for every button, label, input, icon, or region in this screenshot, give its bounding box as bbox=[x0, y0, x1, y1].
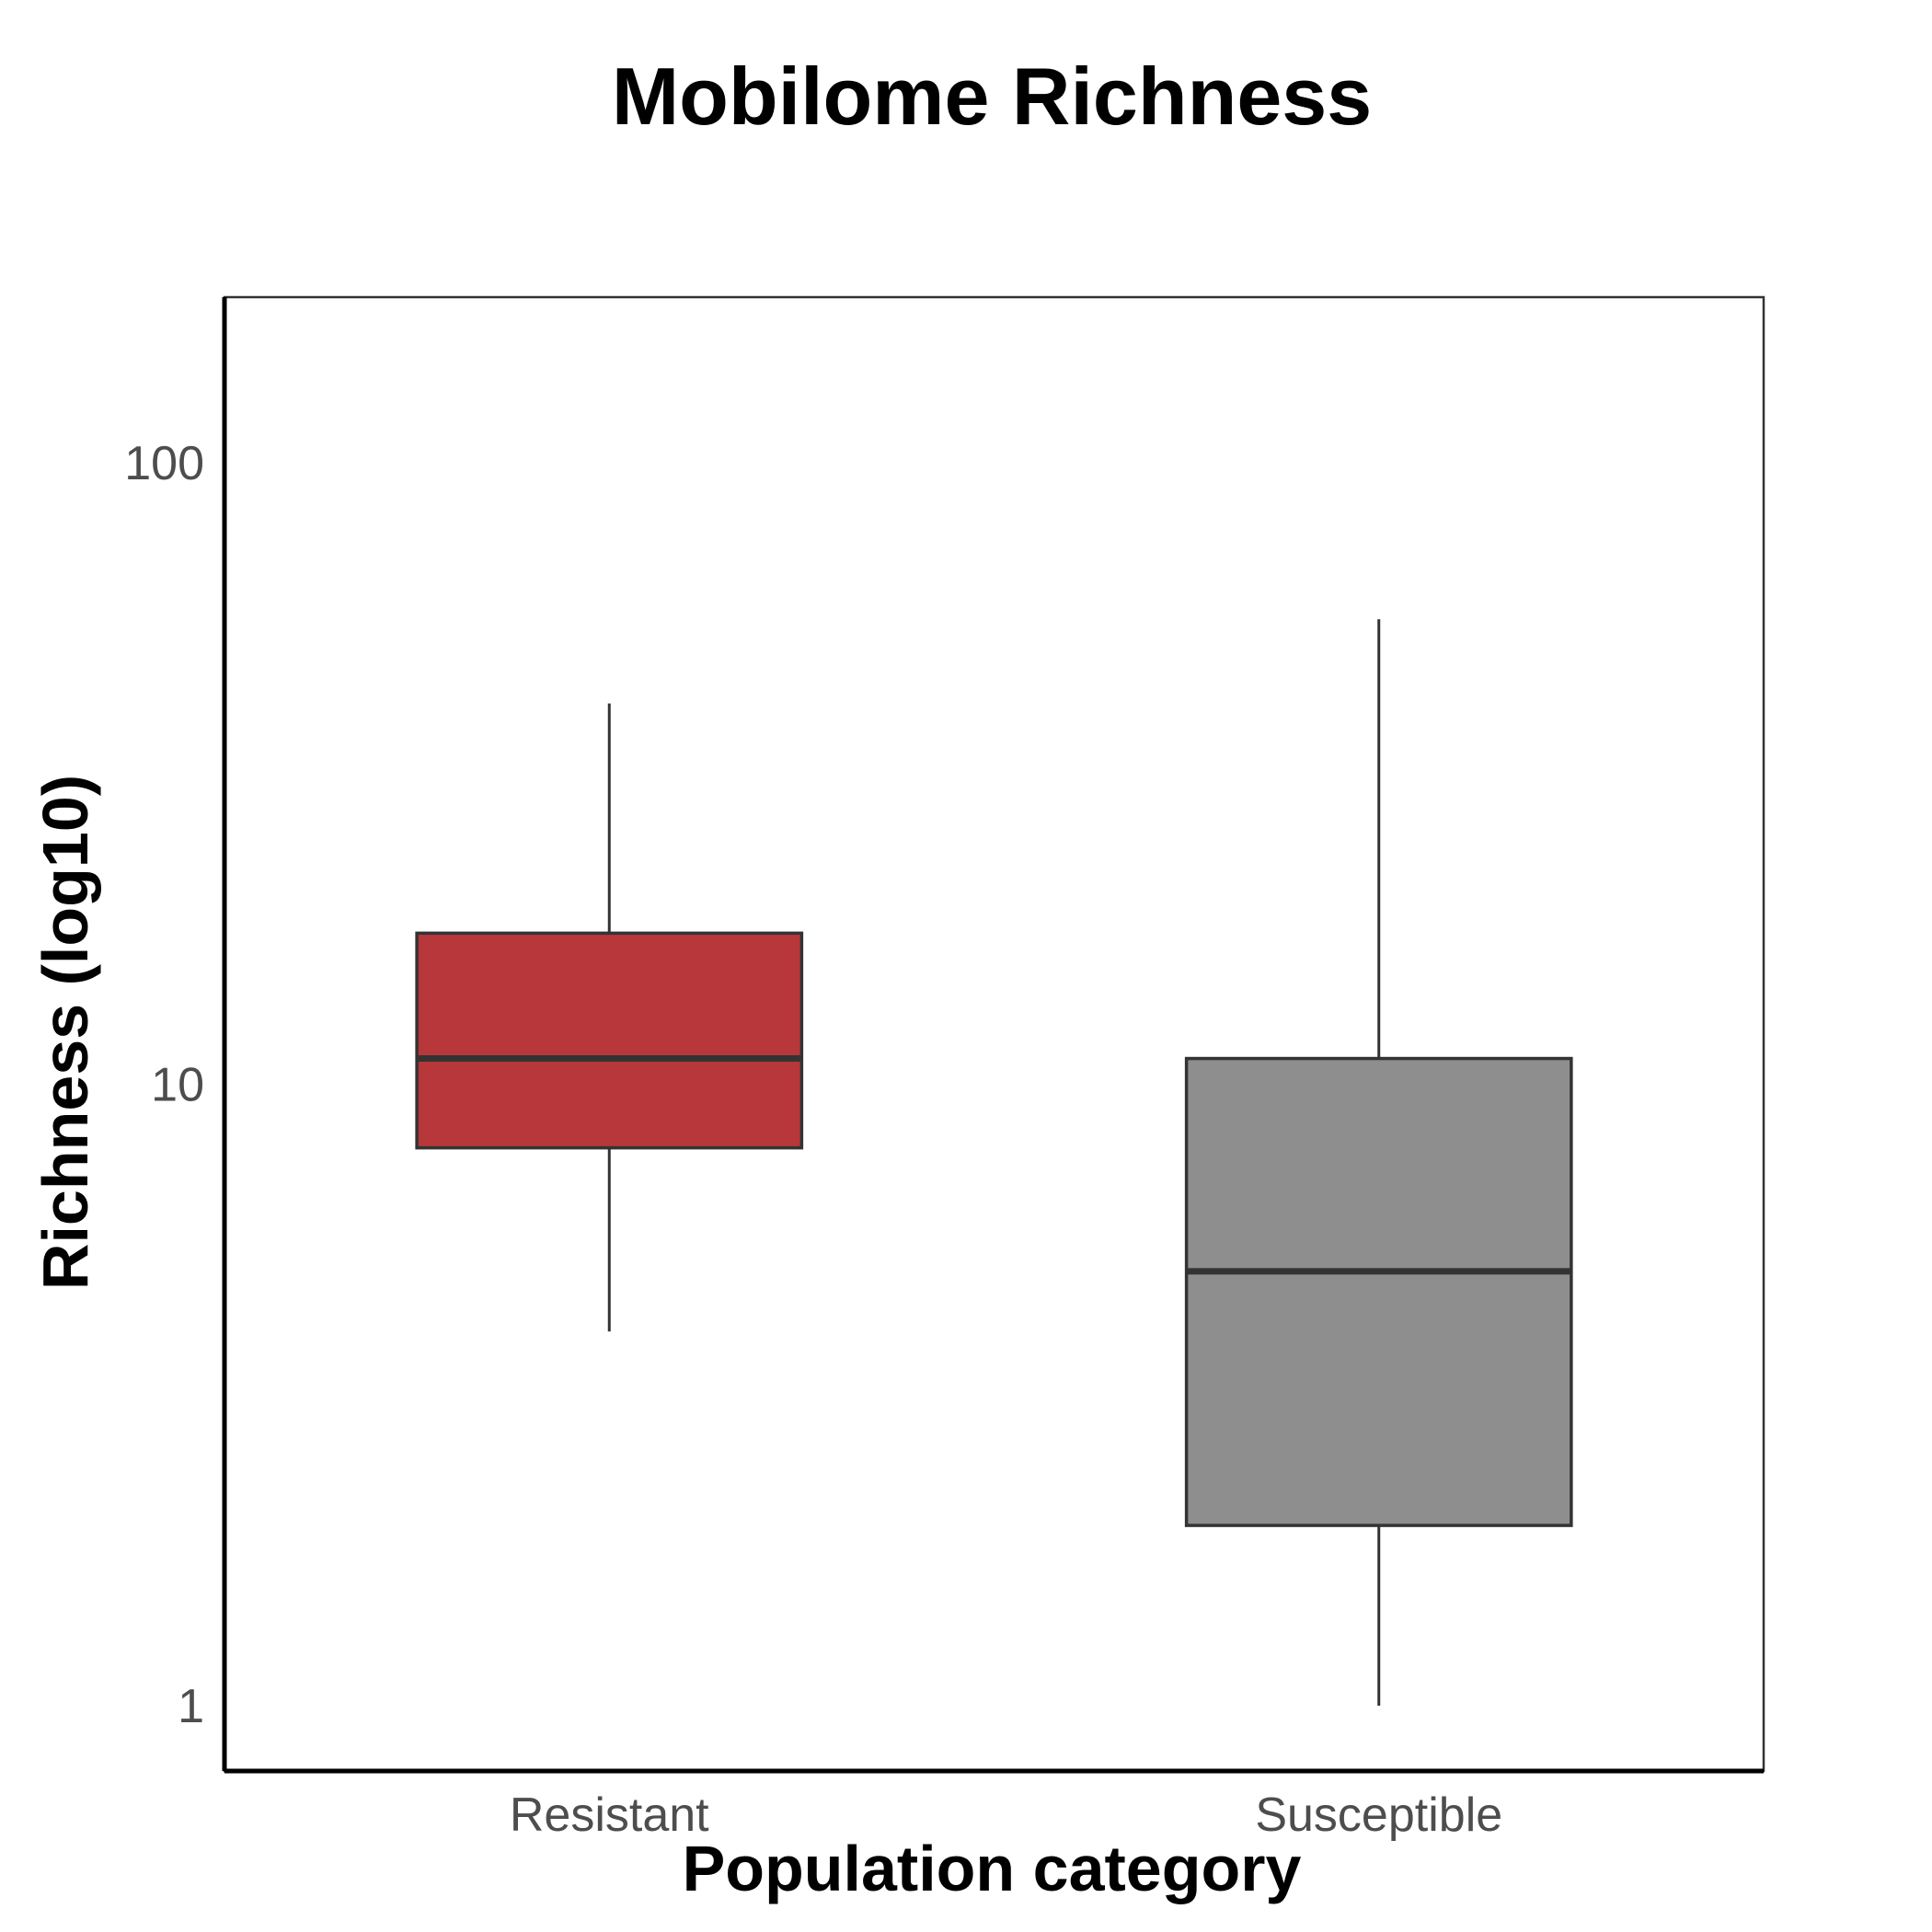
y-tick-label: 1 bbox=[178, 1680, 204, 1733]
box-susceptible bbox=[1184, 1056, 1573, 1527]
y-tick-label: 100 bbox=[124, 437, 204, 490]
chart-title: Mobilome Richness bbox=[612, 51, 1372, 142]
plot-area: 1 10 100 Resistant Susceptible bbox=[124, 295, 1765, 1842]
y-axis-title: Richness (log10) bbox=[29, 775, 101, 1290]
x-tick-label: Susceptible bbox=[1255, 1788, 1502, 1842]
y-tick-label: 10 bbox=[151, 1059, 204, 1112]
x-axis-title: Population category bbox=[683, 1833, 1302, 1904]
x-tick-label: Resistant bbox=[510, 1788, 709, 1842]
box-resistant bbox=[415, 931, 804, 1150]
